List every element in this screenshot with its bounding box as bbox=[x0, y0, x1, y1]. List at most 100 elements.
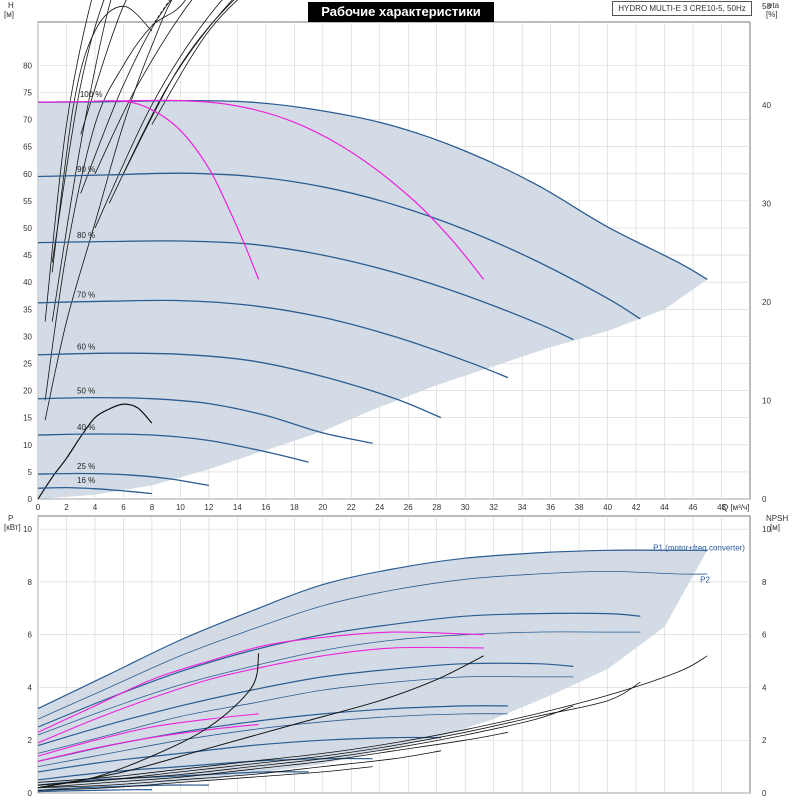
efficiency-curve bbox=[94, 0, 193, 174]
limit-curve bbox=[109, 99, 485, 280]
head-y-tick-label: 30 bbox=[23, 332, 32, 341]
head-x-tick-label: 8 bbox=[150, 503, 155, 512]
efficiency-curve bbox=[151, 0, 239, 125]
head-x-tick-label: 32 bbox=[489, 503, 498, 512]
head-x-tick-label: 22 bbox=[347, 503, 356, 512]
head-y-tick-label: 70 bbox=[23, 116, 32, 125]
head-y-tick-label: 25 bbox=[23, 359, 32, 368]
speed-curve bbox=[37, 433, 309, 463]
power-y-tick-label: 0 bbox=[28, 789, 33, 798]
npsh-tick-label: 2 bbox=[762, 736, 767, 745]
eta-axis-unit: [%] bbox=[766, 10, 778, 19]
head-x-tick-label: 30 bbox=[461, 503, 470, 512]
speed-curves bbox=[37, 99, 708, 495]
power-y-tick-label: 8 bbox=[28, 578, 33, 587]
head-x-tick-label: 40 bbox=[603, 503, 612, 512]
head-y-tick-label: 15 bbox=[23, 414, 32, 423]
speed-curve bbox=[37, 472, 209, 487]
speed-label: 60 % bbox=[77, 343, 95, 352]
head-x-tick-label: 14 bbox=[233, 503, 242, 512]
power-y-tick-label: 2 bbox=[28, 736, 33, 745]
speed-curve bbox=[37, 172, 641, 320]
head-x-tick-label: 34 bbox=[518, 503, 527, 512]
power-series-label: P1 (motor+freq.converter) bbox=[653, 544, 745, 553]
head-y-tick-label: 50 bbox=[23, 224, 32, 233]
head-axis-unit: [м] bbox=[4, 10, 14, 19]
speed-curve bbox=[37, 299, 509, 379]
limit-curve bbox=[37, 100, 260, 280]
head-x-tick-label: 12 bbox=[204, 503, 213, 512]
p1-curve bbox=[37, 549, 708, 710]
efficiency-curve bbox=[51, 0, 112, 322]
power-series-label: P2 bbox=[700, 575, 710, 584]
head-y-tick-label: 75 bbox=[23, 88, 32, 97]
head-x-tick-label: 10 bbox=[176, 503, 185, 512]
power-limit-curve bbox=[37, 723, 259, 762]
eta-tick-label: 30 bbox=[762, 199, 771, 208]
head-x-tick-label: 4 bbox=[93, 503, 98, 512]
npsh-curve bbox=[37, 655, 708, 783]
npsh-tick-label: 0 bbox=[762, 789, 767, 798]
efficiency-curve bbox=[108, 0, 233, 204]
head-axis-label: H bbox=[8, 1, 14, 10]
eta-tick-label: 10 bbox=[762, 396, 771, 405]
head-x-tick-label: 20 bbox=[318, 503, 327, 512]
head-y-tick-label: 60 bbox=[23, 170, 32, 179]
efficiency-curve bbox=[80, 0, 127, 135]
speed-label: 70 % bbox=[77, 291, 95, 300]
head-x-tick-label: 42 bbox=[632, 503, 641, 512]
head-x-tick-label: 16 bbox=[261, 503, 270, 512]
power-axis-label: P bbox=[8, 514, 13, 523]
head-x-tick-label: 36 bbox=[546, 503, 555, 512]
efficiency-curve bbox=[44, 0, 92, 322]
npsh-axis-unit: [м] bbox=[770, 523, 780, 532]
chart-title: Рабочие характеристики bbox=[308, 2, 494, 22]
efficiency-curve bbox=[94, 0, 223, 229]
power-axis-unit: [кВт] bbox=[4, 523, 21, 532]
head-x-tick-label: 28 bbox=[432, 503, 441, 512]
efficiency-curve bbox=[51, 0, 105, 263]
head-y-tick-label: 55 bbox=[23, 197, 32, 206]
efficiency-curve bbox=[44, 0, 187, 401]
efficiency-curve bbox=[51, 5, 153, 273]
head-y-tick-label: 5 bbox=[28, 468, 33, 477]
npsh-axis-label: NPSH bbox=[766, 514, 788, 523]
head-x-tick-label: 2 bbox=[64, 503, 69, 512]
power-y-tick-label: 10 bbox=[23, 525, 32, 534]
npsh-tick-label: 6 bbox=[762, 631, 767, 640]
power-y-tick-label: 4 bbox=[28, 683, 33, 692]
head-y-tick-label: 40 bbox=[23, 278, 32, 287]
npsh-tick-label: 4 bbox=[762, 683, 767, 692]
head-y-tick-label: 35 bbox=[23, 305, 32, 314]
head-x-tick-label: 24 bbox=[375, 503, 384, 512]
npsh-tick-label: 8 bbox=[762, 578, 767, 587]
power-curves bbox=[37, 549, 708, 793]
npsh-curve bbox=[37, 705, 574, 786]
head-x-tick-label: 48 bbox=[717, 503, 726, 512]
power-limit-curve bbox=[37, 646, 484, 744]
head-y-tick-label: 20 bbox=[23, 387, 32, 396]
efficiency-curves bbox=[37, 0, 239, 500]
speed-label: 25 % bbox=[77, 462, 95, 471]
head-x-tick-label: 6 bbox=[121, 503, 126, 512]
p2-curve bbox=[37, 676, 574, 754]
p1-curve bbox=[37, 736, 442, 773]
head-y-tick-label: 45 bbox=[23, 251, 32, 260]
p2-curve bbox=[37, 570, 708, 720]
p1-curve bbox=[37, 789, 152, 793]
eta-tick-label: 20 bbox=[762, 298, 771, 307]
npsh-steep-curve bbox=[37, 655, 484, 789]
power-limit-curve bbox=[37, 713, 259, 757]
speed-label: 100 % bbox=[80, 90, 103, 99]
efficiency-curve bbox=[44, 0, 173, 421]
flow-axis-label: Q [м³/ч] bbox=[722, 503, 749, 512]
efficiency-curve bbox=[123, 0, 235, 174]
p2-curve bbox=[37, 631, 641, 736]
low-speed-head-curve bbox=[37, 403, 153, 500]
eta-tick-label: 0 bbox=[762, 495, 767, 504]
model-label: HYDRO MULTI-E 3 CRE10-5, 50Hz bbox=[612, 1, 752, 16]
head-x-tick-label: 44 bbox=[660, 503, 669, 512]
p2-curve bbox=[37, 713, 508, 767]
head-x-tick-label: 38 bbox=[575, 503, 584, 512]
speed-label: 16 % bbox=[77, 476, 95, 485]
